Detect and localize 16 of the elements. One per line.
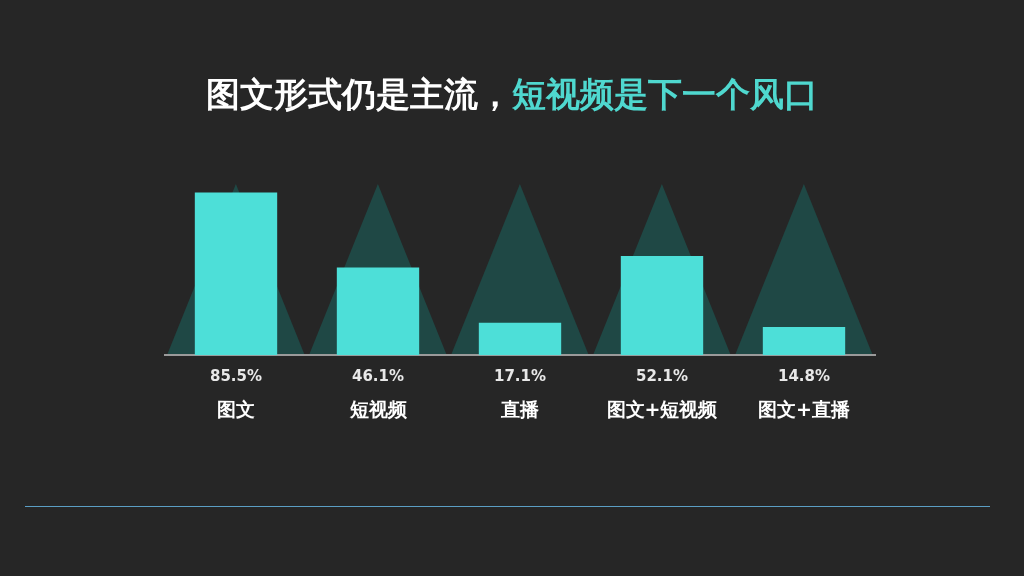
bar bbox=[478, 322, 562, 356]
x-tick-label: 图文+短视频 bbox=[606, 397, 719, 420]
data-label: 52.1% bbox=[635, 367, 689, 386]
chart-subtitle: 短视频是下一个风口 bbox=[512, 74, 818, 114]
bar bbox=[620, 256, 704, 356]
bar bbox=[336, 267, 420, 356]
data-label: 14.8% bbox=[777, 367, 831, 386]
data-label: 85.5% bbox=[209, 367, 263, 386]
x-tick-label: 图文 bbox=[217, 397, 255, 420]
data-label: 46.1% bbox=[351, 367, 405, 386]
bar bbox=[762, 327, 846, 356]
x-tick-label: 短视频 bbox=[348, 397, 408, 420]
x-tick-label: 直播 bbox=[500, 397, 540, 420]
chart-title: 图文形式仍是主流， bbox=[206, 74, 512, 114]
x-tick-label: 图文+直播 bbox=[758, 397, 851, 420]
data-label: 17.1% bbox=[493, 367, 547, 386]
